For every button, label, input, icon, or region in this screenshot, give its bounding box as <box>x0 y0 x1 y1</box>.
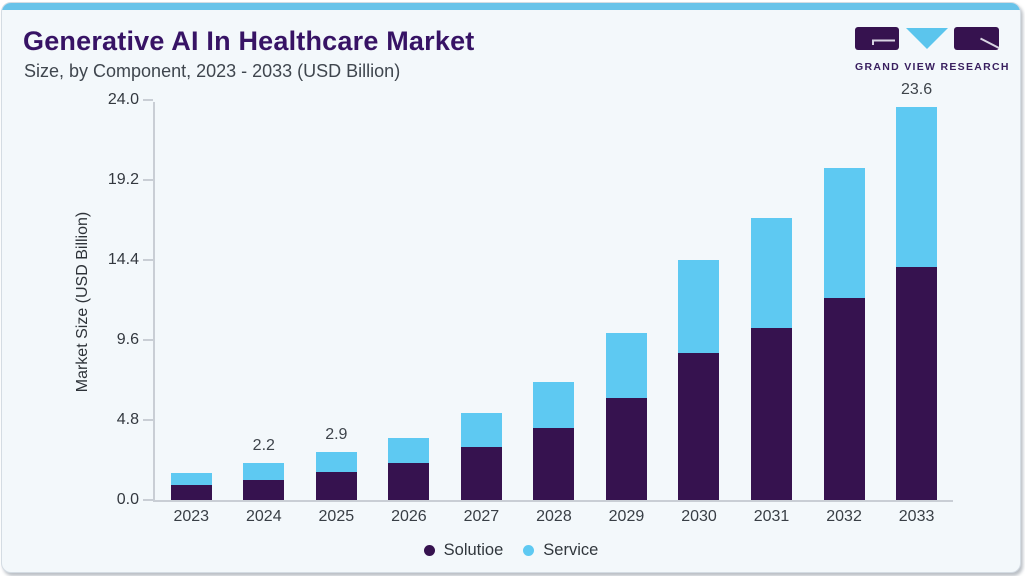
x-tick-label: 2028 <box>533 508 574 526</box>
x-tick-label: 2027 <box>461 508 502 526</box>
x-tick-label-text: 2023 <box>173 508 210 525</box>
bar-group-2033: 23.6 <box>896 81 938 500</box>
y-axis-title: Market Size (USD Billion) <box>74 211 91 393</box>
bar-group-2028 <box>533 381 575 500</box>
bar-group-2031 <box>751 218 793 500</box>
y-tick-label: 9.6 <box>116 331 139 348</box>
y-tick-line <box>143 339 153 341</box>
legend-item-solutioe: Solutioe <box>423 541 504 560</box>
page-title: Generative AI In Healthcare Market <box>23 26 475 56</box>
bar-segment-solution <box>170 485 212 500</box>
x-tick-label: 2030 <box>678 508 719 526</box>
bar-segment-service <box>678 260 720 354</box>
bar-group-2026 <box>388 438 430 500</box>
x-tick-label-text: 2033 <box>898 508 935 525</box>
bar-segment-service <box>388 438 430 464</box>
bar-segment-solution <box>533 428 575 500</box>
x-tick-label: 2033 <box>896 508 937 526</box>
x-tick-label-text: 2032 <box>826 508 862 525</box>
y-tick-label: 19.2 <box>107 171 139 188</box>
x-tick-label-text: 2025 <box>318 508 355 525</box>
x-tick-label-text: 2029 <box>608 508 645 525</box>
x-tick-label-text: 2031 <box>753 508 790 525</box>
legend-item-service: Service <box>523 541 598 560</box>
y-tick-label: 14.4 <box>107 251 139 268</box>
x-tick-label-text: 2027 <box>463 508 500 525</box>
bar-group-2027 <box>460 413 502 500</box>
y-tick-label: 24.0 <box>107 91 139 108</box>
chart-legend: Solutioe Service <box>2 541 1020 560</box>
bar-segment-service <box>460 413 502 447</box>
x-axis-labels: 2023 2024 2025 2026 2027 2028 2029 2030 2031 2032… <box>155 508 953 526</box>
logo-r-stroke <box>980 37 1000 49</box>
bar-group-2025: 2.9 <box>315 426 357 500</box>
x-tick-label: 2024 <box>243 508 284 526</box>
bar-group-2029 <box>605 333 647 500</box>
bars-container: 2.2 2.9 23.6 <box>155 81 953 500</box>
y-tick-line <box>143 419 153 421</box>
bar-segment-service <box>751 218 793 329</box>
bar-total-label: 2.2 <box>252 437 275 455</box>
legend-label: Solutioe <box>443 541 504 559</box>
legend-dot <box>523 545 535 556</box>
brand-logo: GRAND VIEW RESEARCH <box>855 27 1010 73</box>
legend-dot <box>423 545 435 556</box>
bar-segment-service <box>605 333 647 399</box>
bar-group-2030 <box>678 260 720 500</box>
logo-g-stroke <box>872 39 895 45</box>
bar-total-label: 23.6 <box>901 80 933 98</box>
top-accent-bar <box>2 3 1020 10</box>
bar-group-2023 <box>170 473 212 500</box>
logo-v-triangle <box>906 28 948 49</box>
bar-segment-solution <box>243 480 285 500</box>
brand-logo-mark <box>855 27 1000 50</box>
bar-segment-solution <box>678 353 720 500</box>
x-tick-label: 2029 <box>606 508 647 526</box>
y-tick-line <box>143 179 153 181</box>
bar-group-2032 <box>823 168 865 500</box>
bar-segment-solution <box>896 266 938 500</box>
legend-label: Service <box>543 541 599 559</box>
x-tick-label-text: 2028 <box>536 508 572 525</box>
brand-logo-text: GRAND VIEW RESEARCH <box>855 61 1010 73</box>
bar-segment-service <box>533 381 575 429</box>
logo-g-block <box>855 27 899 50</box>
x-tick-label: 2026 <box>388 508 429 526</box>
plot-area: 0.0 4.8 9.6 14.4 19.2 24.0 2.2 2.9 23.6 2023 202… <box>108 81 953 525</box>
bar-total-label: 2.9 <box>325 425 348 443</box>
bar-segment-solution <box>605 398 647 500</box>
bar-segment-service <box>243 463 285 480</box>
bar-segment-service <box>823 168 865 299</box>
bar-segment-solution <box>315 471 357 500</box>
x-tick-label: 2023 <box>171 508 212 526</box>
bar-segment-solution <box>388 463 430 500</box>
x-tick-label: 2032 <box>824 508 865 526</box>
x-tick-label-text: 2026 <box>391 508 427 525</box>
x-tick-label: 2031 <box>751 508 792 526</box>
page-subtitle: Size, by Component, 2023 - 2033 (USD Bil… <box>24 61 401 81</box>
x-tick-label-text: 2030 <box>681 508 717 525</box>
y-tick-line <box>143 99 153 101</box>
bar-segment-service <box>170 473 212 485</box>
y-tick-line <box>143 259 153 261</box>
bar-segment-service <box>896 106 938 267</box>
y-tick-label: 4.8 <box>116 411 139 428</box>
x-tick-label: 2025 <box>316 508 357 526</box>
logo-r-block <box>954 27 999 50</box>
bar-group-2024: 2.2 <box>243 437 285 500</box>
bar-segment-service <box>315 451 357 472</box>
bar-segment-solution <box>460 446 502 500</box>
y-tick-line <box>143 499 153 501</box>
x-tick-label-text: 2024 <box>246 508 282 525</box>
y-tick-label: 0.0 <box>116 491 139 508</box>
bar-segment-solution <box>751 328 793 500</box>
bar-segment-solution <box>823 298 865 500</box>
